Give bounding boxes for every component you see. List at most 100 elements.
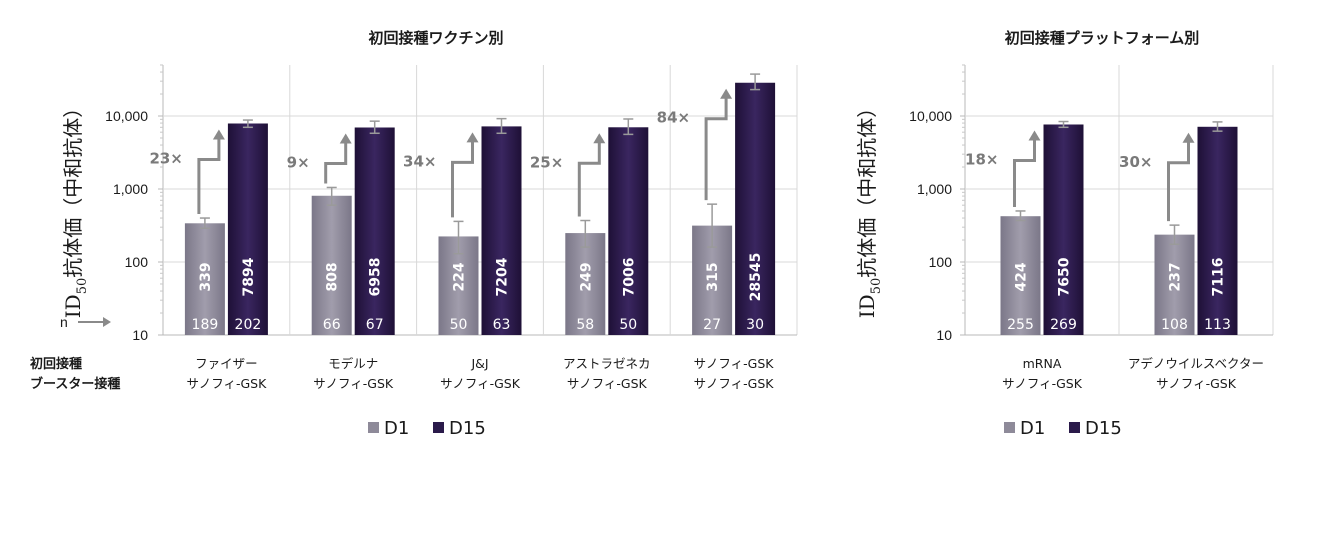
n-count-d1: 255 [1007, 317, 1034, 333]
y-tick-label: 10,000 [909, 108, 952, 124]
chart-by-vaccine: 初回接種ワクチン別 10 100 1,000 10,000 ID50抗体価（中和抗体）… [30, 29, 798, 439]
chart1-title: 初回接種ワクチン別 [368, 29, 503, 47]
fold-arrowhead [339, 133, 352, 144]
n-label: n [60, 314, 68, 330]
legend-swatch-d1 [368, 422, 379, 433]
n-count-d1: 58 [576, 317, 594, 333]
n-count-d15: 50 [619, 317, 637, 333]
bar-d1 [1000, 216, 1041, 335]
data-label-d1: 339 [198, 262, 214, 291]
data-label-d15: 6958 [368, 258, 384, 297]
data-label-d15: 7116 [1211, 258, 1227, 297]
n-count-d15: 67 [366, 317, 384, 333]
category-label-booster: サノフィ-GSK [1002, 376, 1083, 391]
category-label-primary: モデルナ [328, 356, 378, 371]
category-label-booster: サノフィ-GSK [313, 376, 394, 391]
fold-change-label: 30× [1119, 153, 1152, 171]
n-count-d1: 189 [192, 317, 219, 333]
legend-swatch-d15 [1069, 422, 1080, 433]
fold-arrowhead [212, 129, 225, 140]
y-tick-label: 100 [125, 254, 149, 270]
legend-swatch-d15 [433, 422, 444, 433]
chart2-title: 初回接種プラットフォーム別 [1005, 29, 1200, 47]
bar-d1 [1154, 234, 1195, 335]
category-label-booster: サノフィ-GSK [694, 376, 775, 391]
category-label-primary: mRNA [1023, 356, 1062, 371]
chart2-legend: D1 D15 [1004, 418, 1122, 439]
bar-d1 [565, 233, 606, 335]
data-label-d1: 249 [578, 262, 594, 291]
data-label-d15: 28545 [748, 253, 764, 302]
y-tick-label: 1,000 [917, 181, 952, 197]
n-count-d1: 27 [703, 317, 721, 333]
fold-arrow [451, 140, 474, 218]
bar-d15 [1197, 126, 1238, 335]
bar-d15 [608, 127, 649, 336]
bar-d15 [481, 126, 522, 335]
fold-change-label: 23× [149, 149, 182, 167]
data-label-d15: 7650 [1057, 257, 1073, 296]
data-label-d1: 808 [325, 262, 341, 291]
n-count-d15: 202 [235, 317, 262, 333]
n-count-d15: 30 [746, 317, 764, 333]
y-tick-label: 1,000 [113, 181, 148, 197]
data-label-d1: 224 [452, 262, 468, 291]
category-label-primary: アデノウイルスベクター [1128, 356, 1264, 371]
bar-d15 [1043, 124, 1084, 336]
fold-change-label: 9× [287, 153, 310, 171]
fold-arrow [324, 141, 348, 184]
chart2-ylabel: ID50抗体価（中和抗体） [855, 98, 884, 318]
category-label-booster: サノフィ-GSK [186, 376, 267, 391]
fold-arrowhead [593, 133, 606, 144]
row-header-booster: ブースター接種 [30, 376, 120, 392]
fold-change-label: 25× [530, 153, 563, 171]
legend-label-d15: D15 [449, 418, 486, 439]
fold-arrowhead [1028, 130, 1041, 141]
fold-arrow [1167, 140, 1190, 222]
bar-d15 [354, 127, 395, 336]
data-label-d1: 315 [705, 262, 721, 291]
fold-arrow [1013, 138, 1036, 207]
data-label-d15: 7894 [241, 257, 257, 296]
fold-change-label: 84× [657, 109, 690, 127]
data-label-d1: 424 [1014, 262, 1030, 291]
category-label-primary: J&J [470, 356, 488, 371]
chart-by-platform: 初回接種プラットフォーム別 10 100 1,000 10,000 ID50抗体価（中… [855, 29, 1274, 439]
n-count-d1: 108 [1161, 317, 1188, 333]
legend-label-d1: D1 [384, 418, 409, 439]
chart1-ylabel: ID50抗体価（中和抗体） [61, 98, 90, 318]
n-count-d1: 66 [323, 317, 341, 333]
fold-arrowhead [466, 132, 479, 143]
category-label-booster: サノフィ-GSK [440, 376, 521, 391]
fold-change-label: 18× [965, 150, 998, 168]
fold-arrow [704, 96, 728, 201]
bar-d15 [735, 82, 776, 335]
data-label-d1: 237 [1168, 262, 1184, 291]
n-count-d15: 113 [1204, 317, 1231, 333]
fold-arrow [577, 141, 601, 217]
n-arrow [78, 317, 111, 327]
legend-swatch-d1 [1004, 422, 1015, 433]
chart1-legend: D1 D15 [368, 418, 486, 439]
legend-label-d15: D15 [1085, 418, 1122, 439]
fold-change-label: 34× [403, 152, 436, 170]
n-count-d15: 269 [1050, 317, 1077, 333]
fold-arrowhead [1182, 132, 1195, 143]
row-header-primary: 初回接種 [30, 356, 82, 372]
category-label-booster: サノフィ-GSK [1156, 376, 1237, 391]
y-tick-label: 10 [936, 327, 952, 343]
fold-arrow [197, 137, 221, 215]
y-tick-label: 10 [132, 327, 148, 343]
bar-d15 [227, 123, 268, 335]
data-label-d15: 7006 [621, 258, 637, 297]
data-label-d15: 7204 [495, 257, 511, 296]
category-label-booster: サノフィ-GSK [567, 376, 648, 391]
y-tick-label: 10,000 [105, 108, 148, 124]
category-label-primary: ファイザー [195, 356, 258, 371]
category-label-primary: アストラゼネカ [563, 356, 651, 371]
fold-arrowhead [720, 88, 733, 99]
legend-label-d1: D1 [1020, 418, 1045, 439]
bar-d1 [184, 223, 225, 335]
y-tick-label: 100 [929, 254, 953, 270]
